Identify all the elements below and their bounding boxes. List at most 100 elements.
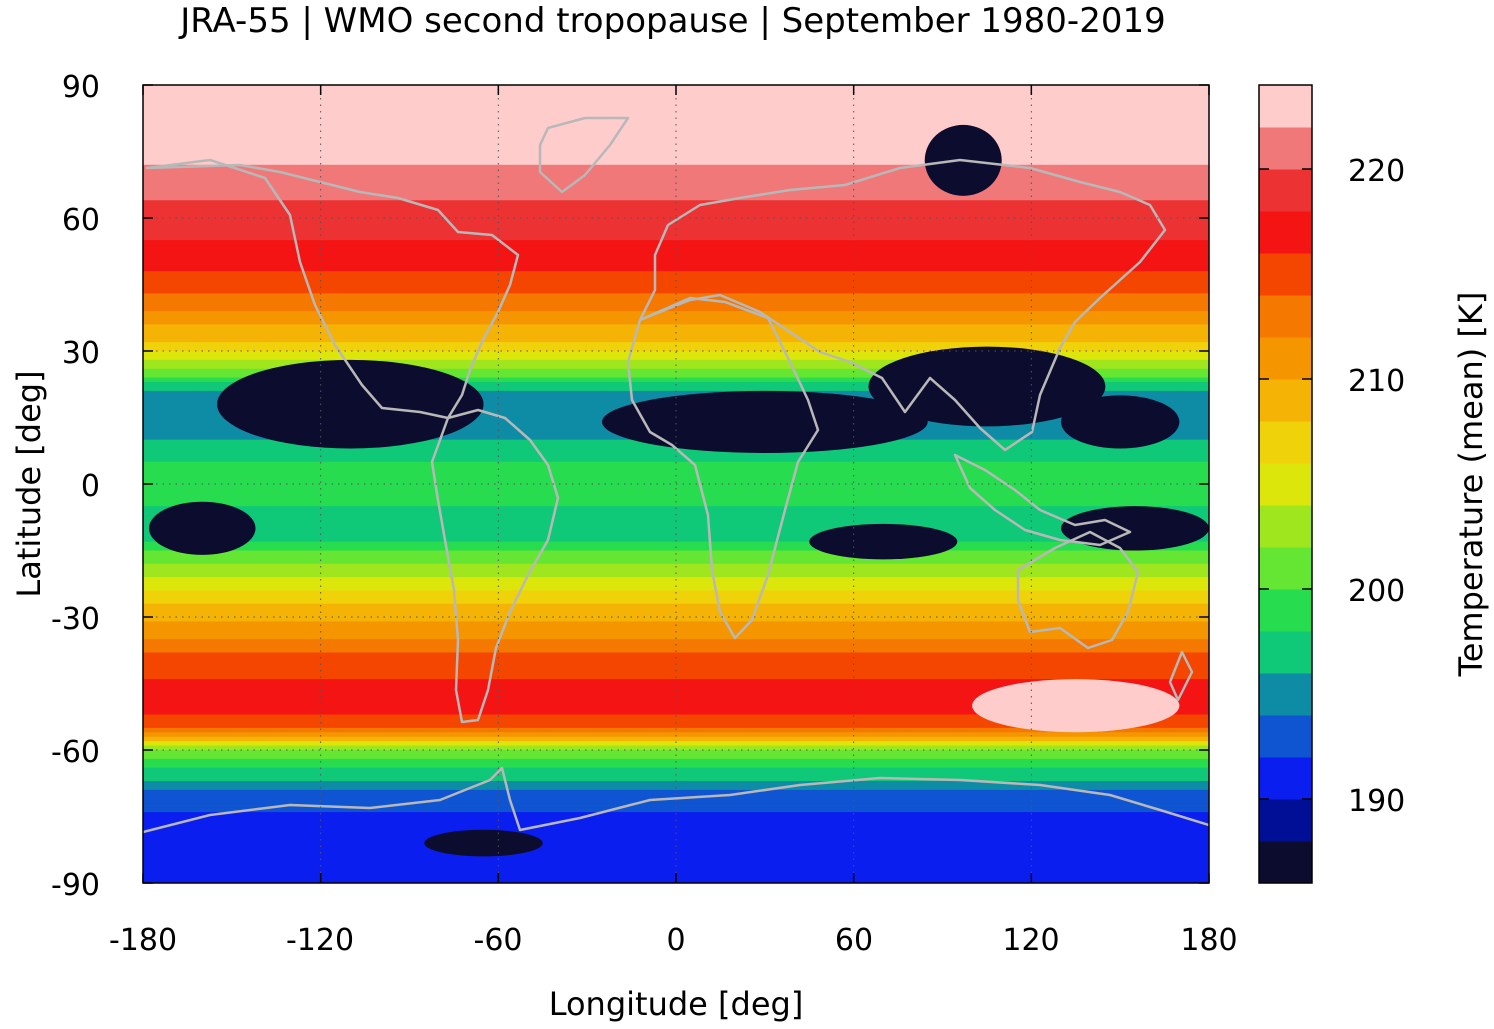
temperature-band <box>143 718 1209 724</box>
y-tick-label: -90 <box>51 868 100 903</box>
temperature-band <box>143 594 1209 600</box>
temperature-band <box>143 342 1209 348</box>
colorbar-segment <box>1259 757 1312 800</box>
regional-feature <box>868 346 1106 427</box>
coastlines <box>143 116 1209 834</box>
coastline-south-america <box>430 408 560 724</box>
x-tick-label: 120 <box>1002 923 1059 958</box>
colorbar-segment <box>1259 715 1312 758</box>
temperature-band <box>143 781 1209 787</box>
temperature-band <box>143 293 1209 299</box>
temperature-band <box>143 488 1209 494</box>
temperature-band <box>143 847 1209 853</box>
temperature-band <box>143 532 1209 538</box>
colorbar-tick-labels: 220 210 200 190 <box>1348 154 1405 819</box>
axis-ticks <box>142 84 1210 884</box>
temperature-band <box>143 838 1209 844</box>
temperature-band <box>143 195 1209 201</box>
regional-feature <box>1060 395 1180 449</box>
temperature-band <box>143 209 1209 215</box>
temperature-band <box>143 705 1209 711</box>
temperature-band <box>143 160 1209 166</box>
temperature-band <box>143 816 1209 822</box>
temperature-band <box>143 794 1209 800</box>
temperature-band <box>143 484 1209 490</box>
y-axis-label: Latitude [deg] <box>10 370 48 597</box>
temperature-band <box>143 337 1209 343</box>
temperature-band <box>143 510 1209 516</box>
x-axis-label: Longitude [deg] <box>549 985 804 1023</box>
colorbar-ticks <box>1259 168 1312 800</box>
y-tick-labels: 90 60 30 0 -30 -60 -90 <box>51 70 100 903</box>
y-tick-label: -30 <box>51 602 100 637</box>
colorbar-frame <box>1258 84 1313 884</box>
coastline-greenland <box>538 116 630 194</box>
temperature-band <box>143 470 1209 476</box>
temperature-band <box>143 568 1209 574</box>
temperature-band <box>143 585 1209 591</box>
colorbar-segment <box>1259 505 1312 548</box>
colorbar-label: Temperature (mean) [K] <box>1452 292 1490 678</box>
temperature-band <box>143 727 1209 733</box>
temperature-band <box>143 133 1209 139</box>
temperature-band <box>143 723 1209 729</box>
colorbar-segment <box>1259 127 1312 170</box>
x-tick-label: 0 <box>666 923 685 958</box>
temperature-band <box>143 515 1209 521</box>
temperature-band <box>143 497 1209 503</box>
colorbar-segment <box>1259 169 1312 212</box>
coastline-north-america <box>145 158 520 420</box>
regional-feature <box>424 829 543 857</box>
temperature-band <box>143 776 1209 782</box>
temperature-band <box>143 630 1209 636</box>
temperature-band <box>143 191 1209 197</box>
temperature-band <box>143 257 1209 263</box>
temperature-band <box>143 696 1209 702</box>
temperature-band <box>143 147 1209 153</box>
x-tick-label: -180 <box>109 923 177 958</box>
temperature-band <box>143 528 1209 534</box>
temperature-band <box>143 639 1209 645</box>
temperature-band <box>143 501 1209 507</box>
temperature-band <box>143 656 1209 662</box>
temperature-band <box>143 351 1209 357</box>
x-tick-label: 60 <box>835 923 873 958</box>
temperature-band <box>143 231 1209 237</box>
x-tick-label: -60 <box>474 923 523 958</box>
temperature-band <box>143 710 1209 716</box>
colorbar-segment <box>1259 463 1312 506</box>
temperature-band <box>143 319 1209 325</box>
temperature-band <box>143 763 1209 769</box>
temperature-band <box>143 612 1209 618</box>
temperature-band <box>143 634 1209 640</box>
colorbar-segment <box>1259 799 1312 842</box>
colorbar-segment <box>1259 673 1312 716</box>
temperature-band <box>143 572 1209 578</box>
regional-feature <box>972 679 1180 733</box>
colorbar-segment <box>1259 379 1312 422</box>
temperature-band <box>143 820 1209 826</box>
temperature-band <box>143 825 1209 831</box>
temperature-band <box>143 151 1209 157</box>
temperature-band <box>143 386 1209 392</box>
colorbar-segment <box>1259 421 1312 464</box>
temperature-band <box>143 475 1209 481</box>
grid-lines <box>143 85 1209 883</box>
y-tick-label: 60 <box>62 203 100 238</box>
temperature-band <box>143 111 1209 117</box>
temperature-band <box>143 359 1209 365</box>
colorbar-segment <box>1259 295 1312 338</box>
temperature-band <box>143 741 1209 747</box>
temperature-band <box>143 164 1209 170</box>
temperature-band <box>143 679 1209 685</box>
temperature-band <box>143 275 1209 281</box>
temperature-band <box>143 182 1209 188</box>
temperature-band <box>143 750 1209 756</box>
regional-feature <box>217 359 484 449</box>
coastline-eurasia <box>638 158 1167 452</box>
temperature-band <box>143 665 1209 671</box>
temperature-band <box>143 789 1209 795</box>
temperature-band <box>143 608 1209 614</box>
temperature-band <box>143 457 1209 463</box>
